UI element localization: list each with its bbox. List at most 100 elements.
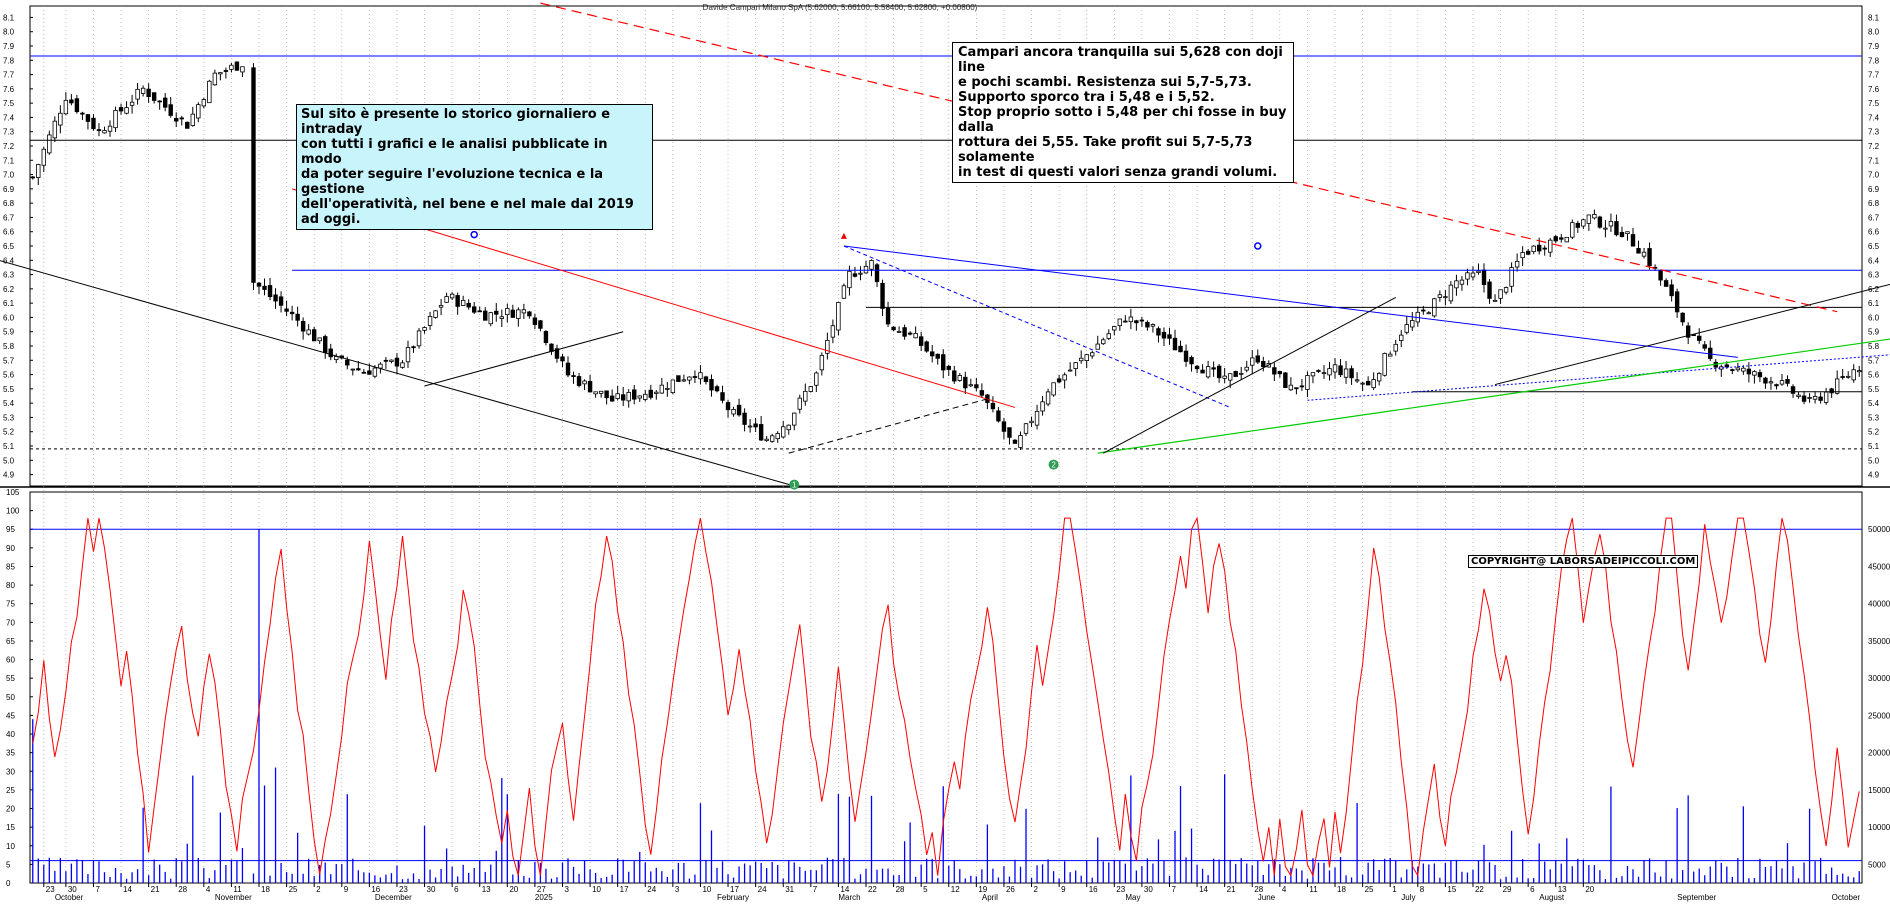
- candle-body: [786, 424, 791, 431]
- candle-body: [1730, 369, 1735, 372]
- date-tick-label: 6: [454, 885, 459, 894]
- candle-body: [742, 412, 747, 425]
- candle-body: [1288, 384, 1294, 391]
- price-tick-label-left: 5.2: [3, 428, 15, 437]
- candle-body: [1371, 379, 1376, 389]
- candle-body: [1200, 369, 1205, 374]
- date-tick-label: 7: [1171, 885, 1176, 894]
- candle-body: [455, 295, 460, 307]
- candle-body: [863, 265, 869, 274]
- candle-body: [1829, 388, 1834, 394]
- candle-body: [449, 293, 455, 299]
- candle-body: [212, 72, 218, 86]
- candle-body: [670, 379, 676, 394]
- candle-body: [902, 327, 907, 337]
- candle-body: [808, 386, 814, 392]
- oscillator-tick-label: 100: [6, 507, 20, 516]
- candle-body: [836, 302, 841, 331]
- red-arrow-marker: [840, 232, 847, 239]
- candle-body: [654, 391, 659, 394]
- candle-body: [151, 92, 157, 101]
- price-tick-label-right: 6.4: [1868, 256, 1880, 265]
- oscillator-tick-label: 105: [6, 488, 20, 497]
- candle-body: [1261, 361, 1266, 368]
- candle-body: [1233, 371, 1238, 377]
- candle-body: [334, 356, 339, 360]
- date-tick-label: 27: [537, 885, 546, 894]
- candle-body: [1846, 375, 1851, 378]
- candle-body: [703, 376, 709, 383]
- price-tick-label-left: 8.1: [3, 13, 15, 22]
- month-label: May: [1125, 893, 1140, 902]
- candle-body: [803, 390, 808, 402]
- candle-body: [1244, 366, 1249, 371]
- date-tick-label: 9: [1061, 885, 1066, 894]
- volume-tick-label: 30000: [1868, 674, 1890, 683]
- price-tick-label-left: 6.7: [3, 213, 15, 222]
- candle-body: [1481, 269, 1487, 285]
- candle-body: [1399, 334, 1404, 341]
- candle-body: [665, 388, 670, 390]
- candle-body: [466, 302, 471, 308]
- price-tick-label-left: 5.1: [3, 442, 15, 451]
- price-tick-label-right: 7.8: [1868, 56, 1880, 65]
- candle-body: [1001, 421, 1007, 432]
- price-tick-label-right: 5.5: [1868, 385, 1880, 394]
- candle-body: [1498, 289, 1503, 299]
- date-tick-label: 2: [316, 885, 321, 894]
- candle-body: [1410, 320, 1415, 328]
- candle-body: [1007, 427, 1012, 438]
- candle-body: [913, 333, 918, 339]
- candle-body: [1570, 222, 1575, 238]
- candle-body: [1183, 350, 1189, 362]
- price-tick-label-right: 6.0: [1868, 313, 1880, 322]
- candle-body: [162, 97, 168, 108]
- date-tick-label: 6: [1530, 885, 1535, 894]
- candle-body: [52, 120, 58, 139]
- candle-body: [394, 357, 400, 367]
- price-tick-label-right: 7.2: [1868, 142, 1880, 151]
- candle-body: [648, 389, 653, 398]
- candle-body: [1123, 320, 1128, 323]
- date-tick-label: 30: [427, 885, 436, 894]
- candle-body: [229, 64, 234, 70]
- candle-body: [1299, 385, 1305, 388]
- candle-body: [372, 367, 378, 377]
- candle-body: [1752, 371, 1757, 376]
- candle-body: [571, 375, 576, 377]
- candle-body: [957, 375, 962, 381]
- oscillator-tick-label: 90: [6, 544, 15, 553]
- candle-body: [532, 317, 538, 325]
- uptrend-line-green: [1097, 338, 1890, 454]
- candle-body: [118, 107, 124, 112]
- candle-body: [240, 66, 245, 73]
- candle-body: [1321, 372, 1327, 375]
- candle-body: [1564, 236, 1569, 243]
- candle-body: [1294, 387, 1299, 390]
- date-tick-label: 10: [592, 885, 601, 894]
- candle-body: [1023, 423, 1029, 434]
- candle-body: [587, 381, 593, 393]
- uptrend-line-feb-dashed: [788, 398, 988, 454]
- candle-body: [494, 310, 499, 315]
- date-tick-label: 26: [1006, 885, 1015, 894]
- candle-body: [185, 121, 190, 129]
- candle-body: [74, 98, 80, 113]
- candle-body: [328, 348, 333, 358]
- candle-body: [1277, 371, 1283, 375]
- volume-tick-label: 10000: [1868, 823, 1890, 832]
- date-tick-label: 4: [1282, 885, 1287, 894]
- candle-body: [1592, 214, 1597, 219]
- candle-body: [1459, 279, 1465, 285]
- candle-body: [140, 87, 146, 94]
- candle-body: [510, 309, 516, 318]
- candle-body: [1774, 384, 1779, 387]
- candle-body: [632, 389, 637, 400]
- price-tick-label-right: 5.3: [1868, 413, 1880, 422]
- price-tick-label-right: 7.1: [1868, 156, 1880, 165]
- candle-body: [1250, 357, 1255, 366]
- candle-body: [952, 370, 957, 382]
- date-tick-label: 16: [1089, 885, 1098, 894]
- candle-body: [1437, 294, 1443, 298]
- price-tick-label-left: 7.3: [3, 128, 15, 137]
